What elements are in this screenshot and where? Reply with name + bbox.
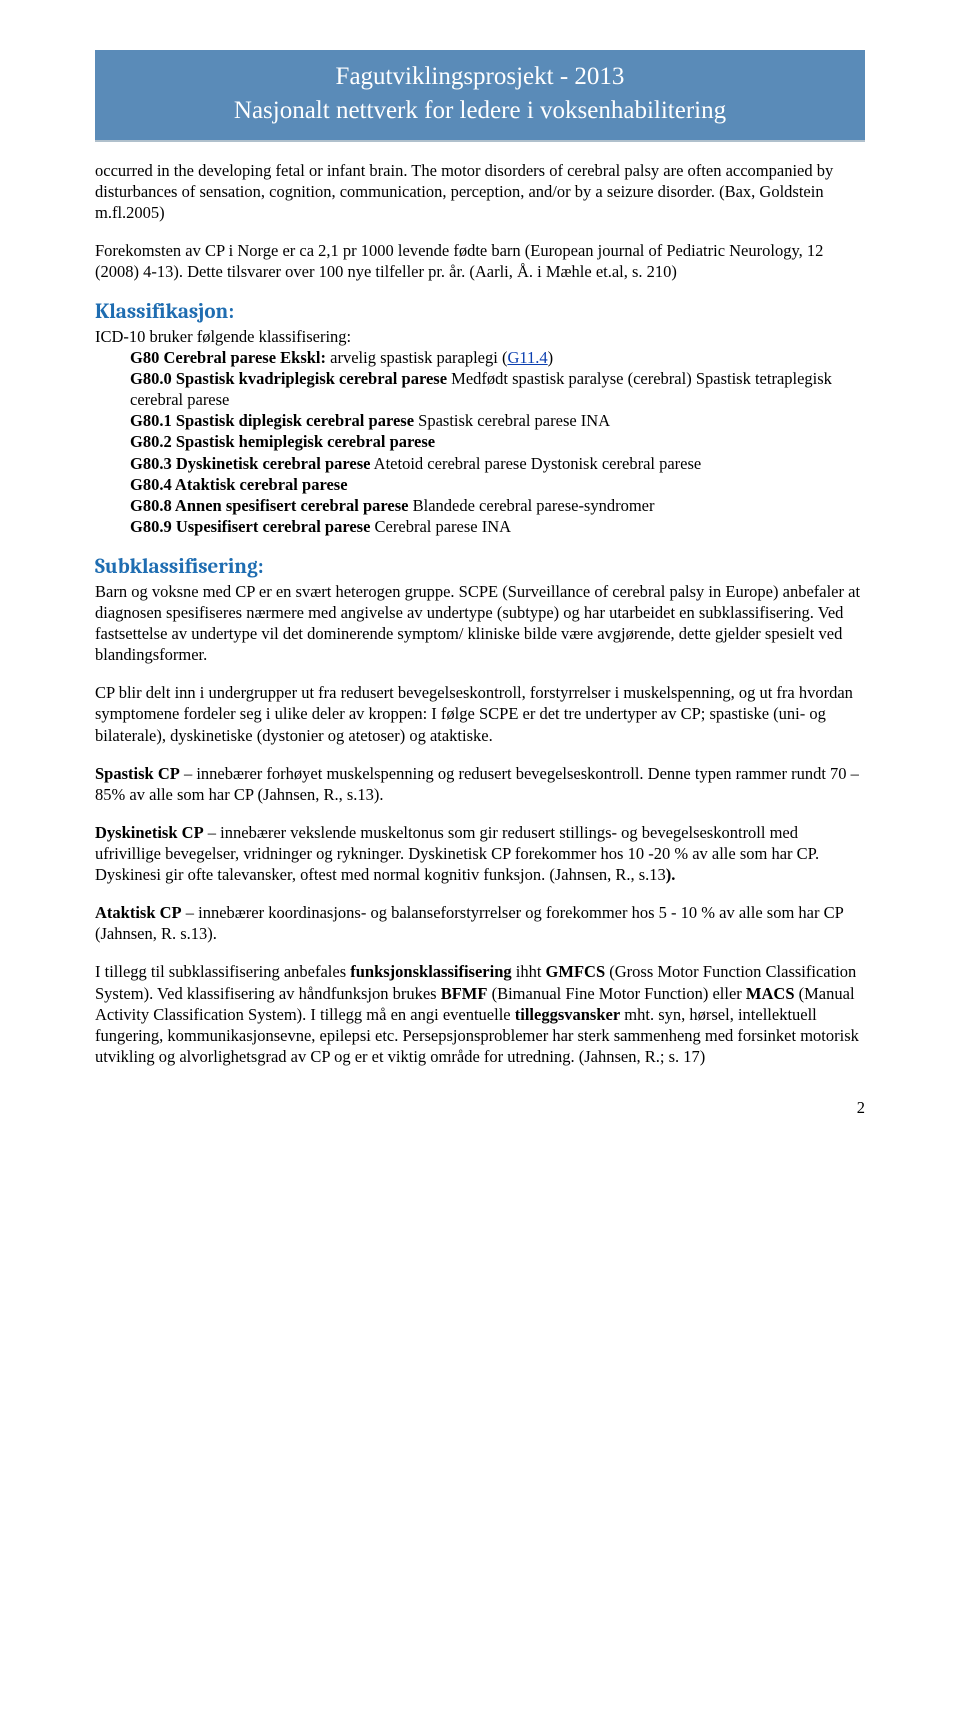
- g80-sub-block: G80.0 Spastisk kvadriplegisk cerebral pa…: [130, 368, 865, 537]
- paragraph-2: Forekomsten av CP i Norge er ca 2,1 pr 1…: [95, 240, 865, 282]
- sub-p6-a: I tillegg til subklassifisering anbefale…: [95, 962, 350, 981]
- sub-p4-b2: ).: [666, 865, 676, 884]
- klassifikasjon-section: Klassifikasjon: ICD-10 bruker følgende k…: [95, 299, 865, 537]
- g11-4-link[interactable]: G11.4: [507, 348, 547, 367]
- g803-line: G80.3 Dyskinetisk cerebral parese Atetoi…: [130, 453, 865, 474]
- klassifikasjon-heading: Klassifikasjon:: [95, 299, 865, 326]
- sub-p3-b: Spastisk CP: [95, 764, 180, 783]
- sub-p6-e: (Bimanual Fine Motor Function) eller: [487, 984, 745, 1003]
- subklassifisering-section: Subklassifisering: Barn og voksne med CP…: [95, 554, 865, 1067]
- sub-p3: Spastisk CP – innebærer forhøyet muskels…: [95, 763, 865, 805]
- g80-prefix: G80 Cerebral parese Ekskl:: [130, 348, 326, 367]
- sub-p6-b5: tilleggsvansker: [515, 1005, 620, 1024]
- g801-r: Spastisk cerebral parese INA: [414, 411, 610, 430]
- sub-p5-b: Ataktisk CP: [95, 903, 182, 922]
- g802-line: G80.2 Spastisk hemiplegisk cerebral pare…: [130, 431, 865, 452]
- document-header: Fagutviklingsprosjekt - 2013 Nasjonalt n…: [95, 50, 865, 142]
- g809-r: Cerebral parese INA: [370, 517, 511, 536]
- sub-p6-b2: GMFCS: [546, 962, 606, 981]
- g804-b: G80.4 Ataktisk cerebral parese: [130, 475, 348, 494]
- header-line-2: Nasjonalt nettverk for ledere i voksenha…: [95, 94, 865, 128]
- g801-line: G80.1 Spastisk diplegisk cerebral parese…: [130, 410, 865, 431]
- g80-line: G80 Cerebral parese Ekskl: arvelig spast…: [130, 347, 865, 368]
- sub-p2: CP blir delt inn i undergrupper ut fra r…: [95, 682, 865, 745]
- sub-p6-b1: funksjonsklassifisering: [350, 962, 511, 981]
- g802-b: G80.2 Spastisk hemiplegisk cerebral pare…: [130, 432, 435, 451]
- body-content: occurred in the developing fetal or infa…: [95, 160, 865, 1119]
- g80-suffix: ): [548, 348, 554, 367]
- g808-b: G80.8 Annen spesifisert cerebral parese: [130, 496, 409, 515]
- g800-b: G80.0 Spastisk kvadriplegisk cerebral pa…: [130, 369, 447, 388]
- sub-p5: Ataktisk CP – innebærer koordinasjons- o…: [95, 902, 865, 944]
- icd-block: G80 Cerebral parese Ekskl: arvelig spast…: [95, 347, 865, 537]
- g801-b: G80.1 Spastisk diplegisk cerebral parese: [130, 411, 414, 430]
- header-line-1: Fagutviklingsprosjekt - 2013: [95, 60, 865, 94]
- sub-p3-r: – innebærer forhøyet muskelspenning og r…: [95, 764, 859, 804]
- g809-b: G80.9 Uspesifisert cerebral parese: [130, 517, 370, 536]
- sub-p1: Barn og voksne med CP er en svært hetero…: [95, 581, 865, 665]
- icd-intro: ICD-10 bruker følgende klassifisering:: [95, 326, 865, 347]
- page-number: 2: [95, 1097, 865, 1118]
- sub-p6-c: ihht: [512, 962, 546, 981]
- g803-r: Atetoid cerebral parese Dystonisk cerebr…: [370, 454, 701, 473]
- paragraph-1: occurred in the developing fetal or infa…: [95, 160, 865, 223]
- sub-p6: I tillegg til subklassifisering anbefale…: [95, 961, 865, 1067]
- sub-p6-b3: BFMF: [441, 984, 488, 1003]
- g808-line: G80.8 Annen spesifisert cerebral parese …: [130, 495, 865, 516]
- sub-p4: Dyskinetisk CP – innebærer vekslende mus…: [95, 822, 865, 885]
- g809-line: G80.9 Uspesifisert cerebral parese Cereb…: [130, 516, 865, 537]
- sub-p5-r: – innebærer koordinasjons- og balansefor…: [95, 903, 843, 943]
- g800-line: G80.0 Spastisk kvadriplegisk cerebral pa…: [130, 368, 865, 410]
- g80-mid: arvelig spastisk paraplegi (: [326, 348, 507, 367]
- g804-line: G80.4 Ataktisk cerebral parese: [130, 474, 865, 495]
- page-container: Fagutviklingsprosjekt - 2013 Nasjonalt n…: [0, 0, 960, 1148]
- sub-heading: Subklassifisering:: [95, 554, 865, 581]
- g808-r: Blandede cerebral parese-syndromer: [409, 496, 655, 515]
- sub-p4-b1: Dyskinetisk CP: [95, 823, 204, 842]
- sub-p6-b4: MACS: [746, 984, 795, 1003]
- g803-b: G80.3 Dyskinetisk cerebral parese: [130, 454, 370, 473]
- sub-p4-r1: – innebærer vekslende muskeltonus som gi…: [95, 823, 819, 884]
